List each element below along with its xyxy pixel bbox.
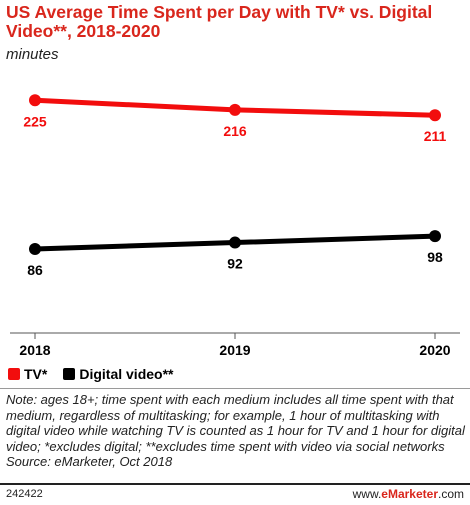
legend-label-tv: TV* (24, 366, 48, 382)
chart-title: US Average Time Spent per Day with TV* v… (6, 2, 433, 41)
brand-prefix: www. (352, 487, 382, 501)
line-chart: 2018 2019 2020 225 216 211 86 92 98 (10, 94, 460, 358)
chart-id: 242422 (6, 488, 43, 500)
source-text: Source: eMarketer, Oct 2018 (6, 454, 173, 469)
x-tick-label-2018: 2018 (19, 342, 50, 358)
brand-suffix: .com (437, 487, 464, 501)
data-label-tv-2020: 211 (424, 128, 447, 144)
data-label-tv-2019: 216 (223, 123, 247, 139)
chart-note: Note: ages 18+; time spent with each med… (6, 392, 466, 470)
x-tick-label-2019: 2019 (219, 342, 250, 358)
data-label-digital-video-2020: 98 (427, 249, 443, 265)
legend-swatch-tv (8, 368, 20, 380)
legend-item-digital-video: Digital video** (63, 366, 173, 382)
data-point-tv-2019 (229, 103, 241, 116)
data-point-digital-video-2020 (429, 230, 441, 243)
x-tick-label-2020: 2020 (419, 342, 450, 358)
legend-item-tv: TV* (8, 366, 47, 382)
divider (0, 388, 470, 389)
footer-divider (0, 483, 470, 485)
brand-url[interactable]: www.eMarketer.com (353, 487, 464, 501)
chart-legend: TV* Digital video** (8, 366, 189, 382)
note-text: Note: ages 18+; time spent with each med… (6, 392, 465, 454)
data-label-digital-video-2019: 92 (227, 256, 243, 272)
data-label-digital-video-2018: 86 (27, 262, 43, 278)
chart-subtitle: minutes (6, 46, 59, 63)
brand-name: eMarketer (381, 487, 438, 501)
legend-label-digital-video: Digital video** (79, 366, 174, 382)
data-point-tv-2018 (29, 94, 41, 107)
data-label-tv-2018: 225 (23, 113, 47, 129)
data-point-digital-video-2018 (29, 242, 41, 255)
data-point-tv-2020 (429, 109, 441, 122)
legend-swatch-digital-video (63, 368, 76, 380)
data-point-digital-video-2019 (229, 236, 241, 249)
